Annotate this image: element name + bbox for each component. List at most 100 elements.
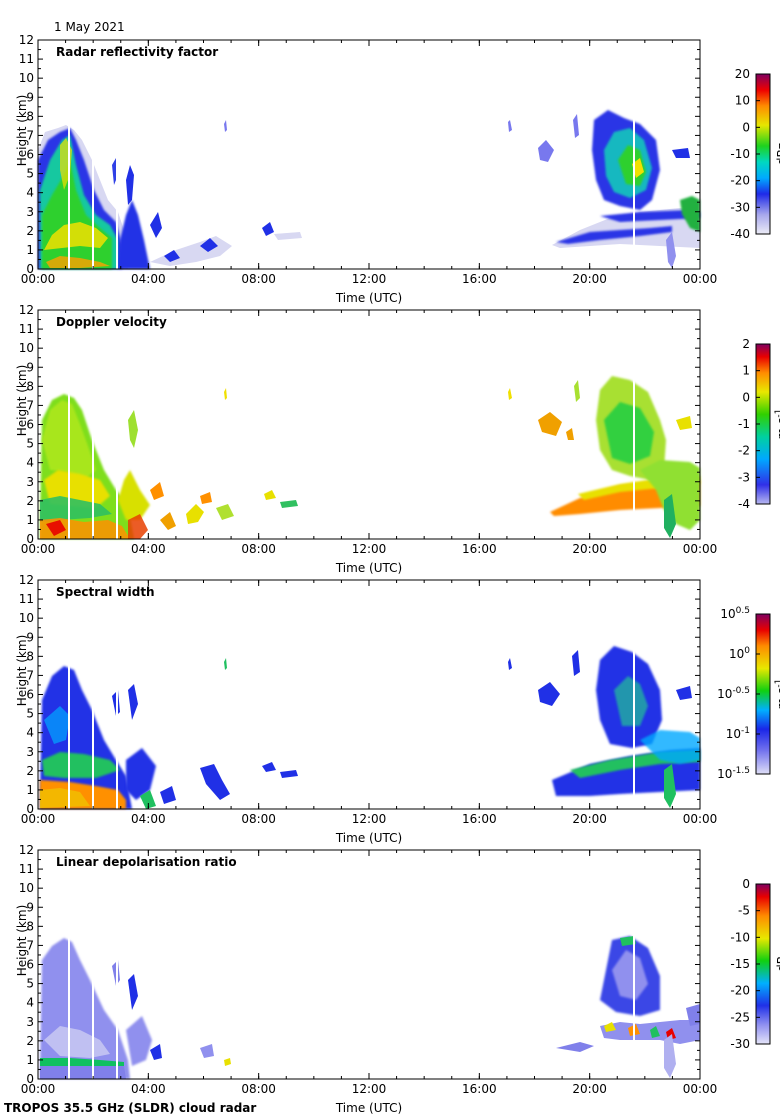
- panel-reflectivity: Radar reflectivity factor012345678910111…: [15, 33, 780, 305]
- x-tick-label: 00:00: [21, 812, 56, 826]
- colorbar-label: m s-1: [774, 409, 780, 440]
- x-tick-label: 00:00: [683, 272, 718, 286]
- y-tick-label: 9: [26, 630, 34, 644]
- colorbar-tick-label: 2: [742, 337, 750, 351]
- colorbar-tick-label: 1: [742, 364, 750, 378]
- colorbar-tick-label: -20: [730, 984, 750, 998]
- spectral-echoes: [40, 580, 700, 809]
- colorbar-label: dB: [775, 956, 780, 972]
- y-tick-label: 10: [19, 881, 34, 895]
- colorbar-tick-label: 10-1.5: [717, 766, 750, 781]
- y-axis-label: Height (km): [15, 365, 29, 436]
- y-tick-label: 10: [19, 611, 34, 625]
- x-axis-label: Time (UTC): [335, 561, 402, 575]
- colorbar-tick-label: -4: [738, 497, 750, 511]
- y-tick-label: 8: [26, 919, 34, 933]
- x-axis-label: Time (UTC): [335, 291, 402, 305]
- colorbar-label: dBz: [775, 143, 780, 165]
- colorbar-tick-label: 0: [742, 390, 750, 404]
- y-tick-label: 2: [26, 224, 34, 238]
- colorbar-tick-label: 10: [735, 94, 750, 108]
- x-tick-label: 16:00: [462, 272, 497, 286]
- x-tick-label: 04:00: [131, 542, 166, 556]
- x-tick-label: 04:00: [131, 272, 166, 286]
- panel-title: Linear depolarisation ratio: [56, 855, 237, 869]
- colorbar-tick-label: -3: [738, 470, 750, 484]
- colorbar-tick-label: -10: [730, 930, 750, 944]
- y-tick-label: 5: [26, 167, 34, 181]
- y-tick-label: 0: [26, 802, 34, 816]
- y-tick-label: 6: [26, 148, 34, 162]
- y-tick-label: 11: [19, 52, 34, 66]
- colorbar-tick-label: 100: [729, 646, 750, 661]
- y-tick-label: 9: [26, 360, 34, 374]
- panel-title: Doppler velocity: [56, 315, 167, 329]
- y-tick-label: 12: [19, 33, 34, 47]
- y-tick-label: 1: [26, 513, 34, 527]
- colorbar-tick-label: -15: [730, 957, 750, 971]
- y-tick-label: 1: [26, 1053, 34, 1067]
- y-tick-label: 7: [26, 398, 34, 412]
- y-tick-label: 8: [26, 649, 34, 663]
- y-tick-label: 4: [26, 456, 34, 470]
- x-tick-label: 00:00: [683, 1082, 718, 1096]
- y-tick-label: 6: [26, 958, 34, 972]
- y-axis-label: Height (km): [15, 905, 29, 976]
- y-tick-label: 3: [26, 475, 34, 489]
- y-tick-label: 0: [26, 262, 34, 276]
- y-tick-label: 5: [26, 977, 34, 991]
- y-tick-label: 9: [26, 900, 34, 914]
- y-tick-label: 0: [26, 1072, 34, 1086]
- y-tick-label: 11: [19, 592, 34, 606]
- y-tick-label: 1: [26, 783, 34, 797]
- x-tick-label: 08:00: [241, 272, 276, 286]
- colorbar-tick-label: -2: [738, 444, 750, 458]
- x-tick-label: 20:00: [572, 542, 607, 556]
- x-tick-label: 16:00: [462, 1082, 497, 1096]
- panel-title: Radar reflectivity factor: [56, 45, 218, 59]
- y-tick-label: 2: [26, 494, 34, 508]
- y-tick-label: 8: [26, 109, 34, 123]
- colorbar-tick-label: -30: [730, 1037, 750, 1051]
- x-tick-label: 00:00: [21, 542, 56, 556]
- y-tick-label: 2: [26, 1034, 34, 1048]
- colorbar-tick-label: -20: [730, 174, 750, 188]
- y-tick-label: 11: [19, 322, 34, 336]
- y-tick-label: 0: [26, 532, 34, 546]
- colorbar-tick-label: -25: [730, 1010, 750, 1024]
- x-tick-label: 04:00: [131, 1082, 166, 1096]
- colorbar-tick-label: -10: [730, 147, 750, 161]
- x-tick-label: 20:00: [572, 1082, 607, 1096]
- colorbar-tick-label: -40: [730, 227, 750, 241]
- x-axis-label: Time (UTC): [335, 831, 402, 845]
- x-tick-label: 00:00: [21, 272, 56, 286]
- y-axis-label: Height (km): [15, 95, 29, 166]
- y-tick-label: 3: [26, 205, 34, 219]
- y-tick-label: 6: [26, 688, 34, 702]
- colorbar-tick-label: 0: [742, 877, 750, 891]
- y-tick-label: 5: [26, 707, 34, 721]
- y-tick-label: 12: [19, 843, 34, 857]
- y-tick-label: 8: [26, 379, 34, 393]
- colorbar-tick-label: 0: [742, 120, 750, 134]
- x-axis-label: Time (UTC): [335, 1101, 402, 1115]
- y-tick-label: 6: [26, 418, 34, 432]
- y-tick-label: 3: [26, 1015, 34, 1029]
- x-tick-label: 12:00: [352, 1082, 387, 1096]
- y-tick-label: 3: [26, 745, 34, 759]
- y-tick-label: 2: [26, 764, 34, 778]
- colorbar-tick-label: 100.5: [720, 606, 750, 621]
- y-tick-label: 11: [19, 862, 34, 876]
- colorbar-tick-label: -1: [738, 417, 750, 431]
- y-tick-label: 7: [26, 128, 34, 142]
- reflectivity-echoes: [38, 40, 700, 269]
- x-tick-label: 00:00: [21, 1082, 56, 1096]
- colorbar-tick-label: -30: [730, 200, 750, 214]
- x-tick-label: 16:00: [462, 812, 497, 826]
- y-tick-label: 1: [26, 243, 34, 257]
- x-tick-label: 04:00: [131, 812, 166, 826]
